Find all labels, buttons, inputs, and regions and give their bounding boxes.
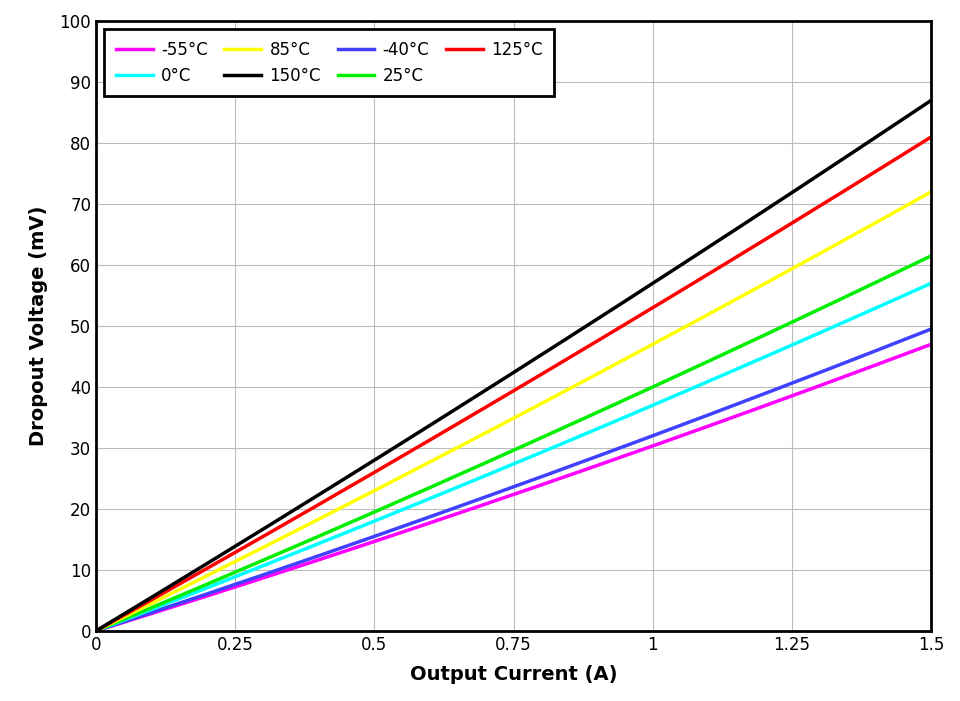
125°C	[90, 627, 102, 635]
-55°C	[90, 627, 102, 635]
85°C	[601, 365, 612, 373]
85°C	[794, 260, 805, 268]
150°C	[90, 627, 102, 635]
125°C	[794, 214, 805, 222]
-40°C	[848, 355, 859, 364]
150°C	[588, 318, 599, 326]
Line: -55°C: -55°C	[96, 344, 931, 631]
-55°C	[601, 458, 612, 466]
-55°C	[925, 340, 937, 348]
125°C	[93, 625, 105, 634]
150°C	[585, 319, 596, 327]
Line: 0°C: 0°C	[96, 283, 931, 631]
-40°C	[90, 627, 102, 635]
25°C	[585, 411, 596, 420]
0°C	[848, 314, 859, 322]
0°C	[925, 279, 937, 287]
0°C	[585, 428, 596, 436]
25°C	[93, 625, 105, 634]
25°C	[90, 627, 102, 635]
85°C	[93, 625, 105, 634]
0°C	[794, 337, 805, 346]
85°C	[90, 627, 102, 635]
125°C	[848, 182, 859, 190]
Line: -40°C: -40°C	[96, 329, 931, 631]
150°C	[925, 96, 937, 104]
-40°C	[585, 455, 596, 463]
25°C	[848, 289, 859, 297]
85°C	[848, 231, 859, 240]
150°C	[93, 625, 105, 634]
Line: 85°C: 85°C	[96, 192, 931, 631]
85°C	[925, 188, 937, 196]
-55°C	[794, 389, 805, 397]
25°C	[601, 404, 612, 412]
0°C	[93, 625, 105, 634]
125°C	[588, 339, 599, 348]
-55°C	[848, 369, 859, 378]
125°C	[601, 331, 612, 339]
-40°C	[93, 626, 105, 634]
150°C	[794, 183, 805, 191]
-55°C	[93, 626, 105, 634]
25°C	[925, 252, 937, 260]
85°C	[585, 374, 596, 382]
-55°C	[585, 463, 596, 472]
-40°C	[925, 325, 937, 333]
Line: 150°C: 150°C	[96, 100, 931, 631]
0°C	[601, 421, 612, 429]
Line: 125°C: 125°C	[96, 137, 931, 631]
0°C	[90, 627, 102, 635]
150°C	[601, 308, 612, 317]
X-axis label: Output Current (A): Output Current (A)	[410, 665, 617, 684]
-55°C	[588, 463, 599, 471]
-40°C	[794, 376, 805, 384]
0°C	[588, 426, 599, 435]
Line: 25°C: 25°C	[96, 256, 931, 631]
-40°C	[601, 449, 612, 457]
Legend: -55°C, 0°C, 85°C, 150°C, -40°C, 25°C, 125°C, : -55°C, 0°C, 85°C, 150°C, -40°C, 25°C, 12…	[105, 29, 554, 96]
150°C	[848, 148, 859, 156]
Y-axis label: Dropout Voltage (mV): Dropout Voltage (mV)	[30, 206, 48, 446]
85°C	[588, 372, 599, 381]
-40°C	[588, 454, 599, 462]
25°C	[588, 410, 599, 418]
25°C	[794, 314, 805, 322]
125°C	[925, 132, 937, 141]
125°C	[585, 341, 596, 349]
